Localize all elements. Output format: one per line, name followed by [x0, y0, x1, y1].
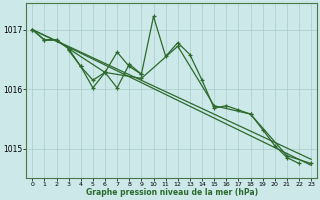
X-axis label: Graphe pression niveau de la mer (hPa): Graphe pression niveau de la mer (hPa) [86, 188, 258, 197]
